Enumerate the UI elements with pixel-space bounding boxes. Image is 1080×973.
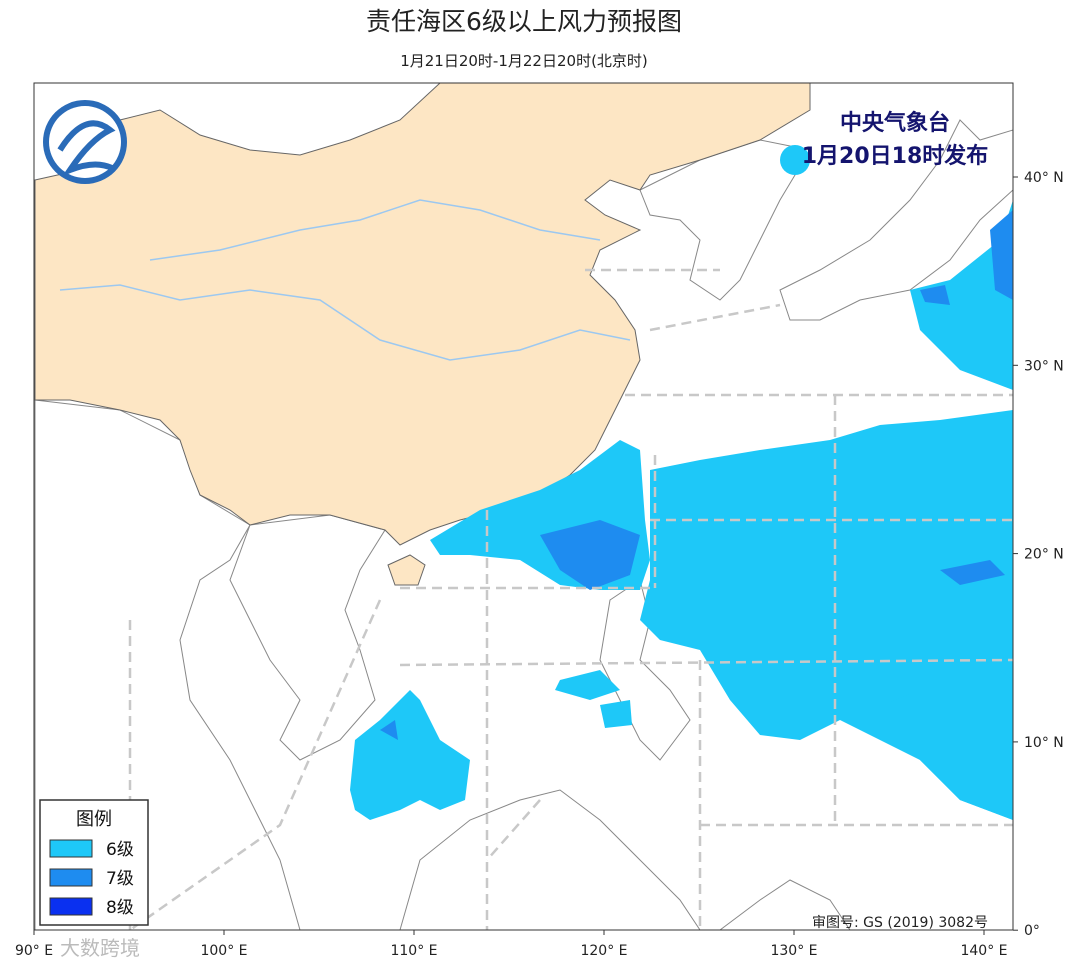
- issuer-time: 1月20日18时发布: [802, 143, 989, 169]
- subtitle: 1月21日20时-1月22日20时(北京时): [400, 52, 648, 70]
- legend-label: 8级: [106, 898, 134, 918]
- lon-label: 130° E: [770, 943, 817, 959]
- legend-swatch: [49, 839, 93, 858]
- map-body: [34, 83, 1013, 930]
- china-land: [34, 83, 811, 546]
- hainan: [387, 554, 426, 586]
- lat-label: 10° N: [1024, 735, 1064, 751]
- lon-label: 140° E: [960, 943, 1007, 959]
- lon-label: 90° E: [15, 943, 53, 959]
- rivers: [59, 199, 631, 361]
- zone-borders: [128, 268, 1013, 930]
- lon-label: 120° E: [580, 943, 627, 959]
- lat-label: 20° N: [1024, 547, 1064, 563]
- lat-label: 0°: [1024, 923, 1040, 939]
- wind-level-7: [380, 210, 1013, 740]
- watermark: 大数跨境: [60, 936, 140, 960]
- legend: 图例 6级 7级 8级: [39, 799, 149, 926]
- legend-label: 6级: [106, 840, 134, 860]
- land: [34, 119, 1013, 930]
- approval-number: 审图号: GS (2019) 3082号: [812, 915, 988, 931]
- logo: [43, 100, 127, 184]
- legend-swatch: [49, 868, 93, 887]
- lat-label: 40° N: [1024, 170, 1064, 186]
- lon-label: 100° E: [200, 943, 247, 959]
- legend-title: 图例: [76, 809, 112, 830]
- lat-label: 30° N: [1024, 358, 1064, 374]
- legend-swatch: [49, 897, 93, 916]
- issuer-org: 中央气象台: [840, 110, 950, 136]
- title: 责任海区6级以上风力预报图: [366, 7, 682, 36]
- map-frame: [33, 82, 1014, 931]
- legend-label: 7级: [106, 869, 134, 889]
- lon-label: 110° E: [390, 943, 437, 959]
- wind-level-6: [350, 145, 1013, 820]
